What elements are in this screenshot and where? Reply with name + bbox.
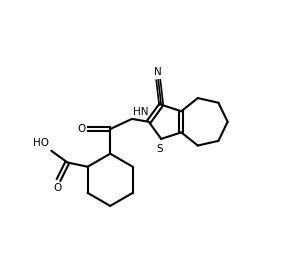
Text: S: S bbox=[156, 144, 163, 154]
Text: HO: HO bbox=[33, 138, 49, 148]
Text: N: N bbox=[154, 67, 162, 76]
Text: O: O bbox=[77, 124, 86, 134]
Text: O: O bbox=[53, 183, 61, 193]
Text: HN: HN bbox=[133, 108, 149, 117]
